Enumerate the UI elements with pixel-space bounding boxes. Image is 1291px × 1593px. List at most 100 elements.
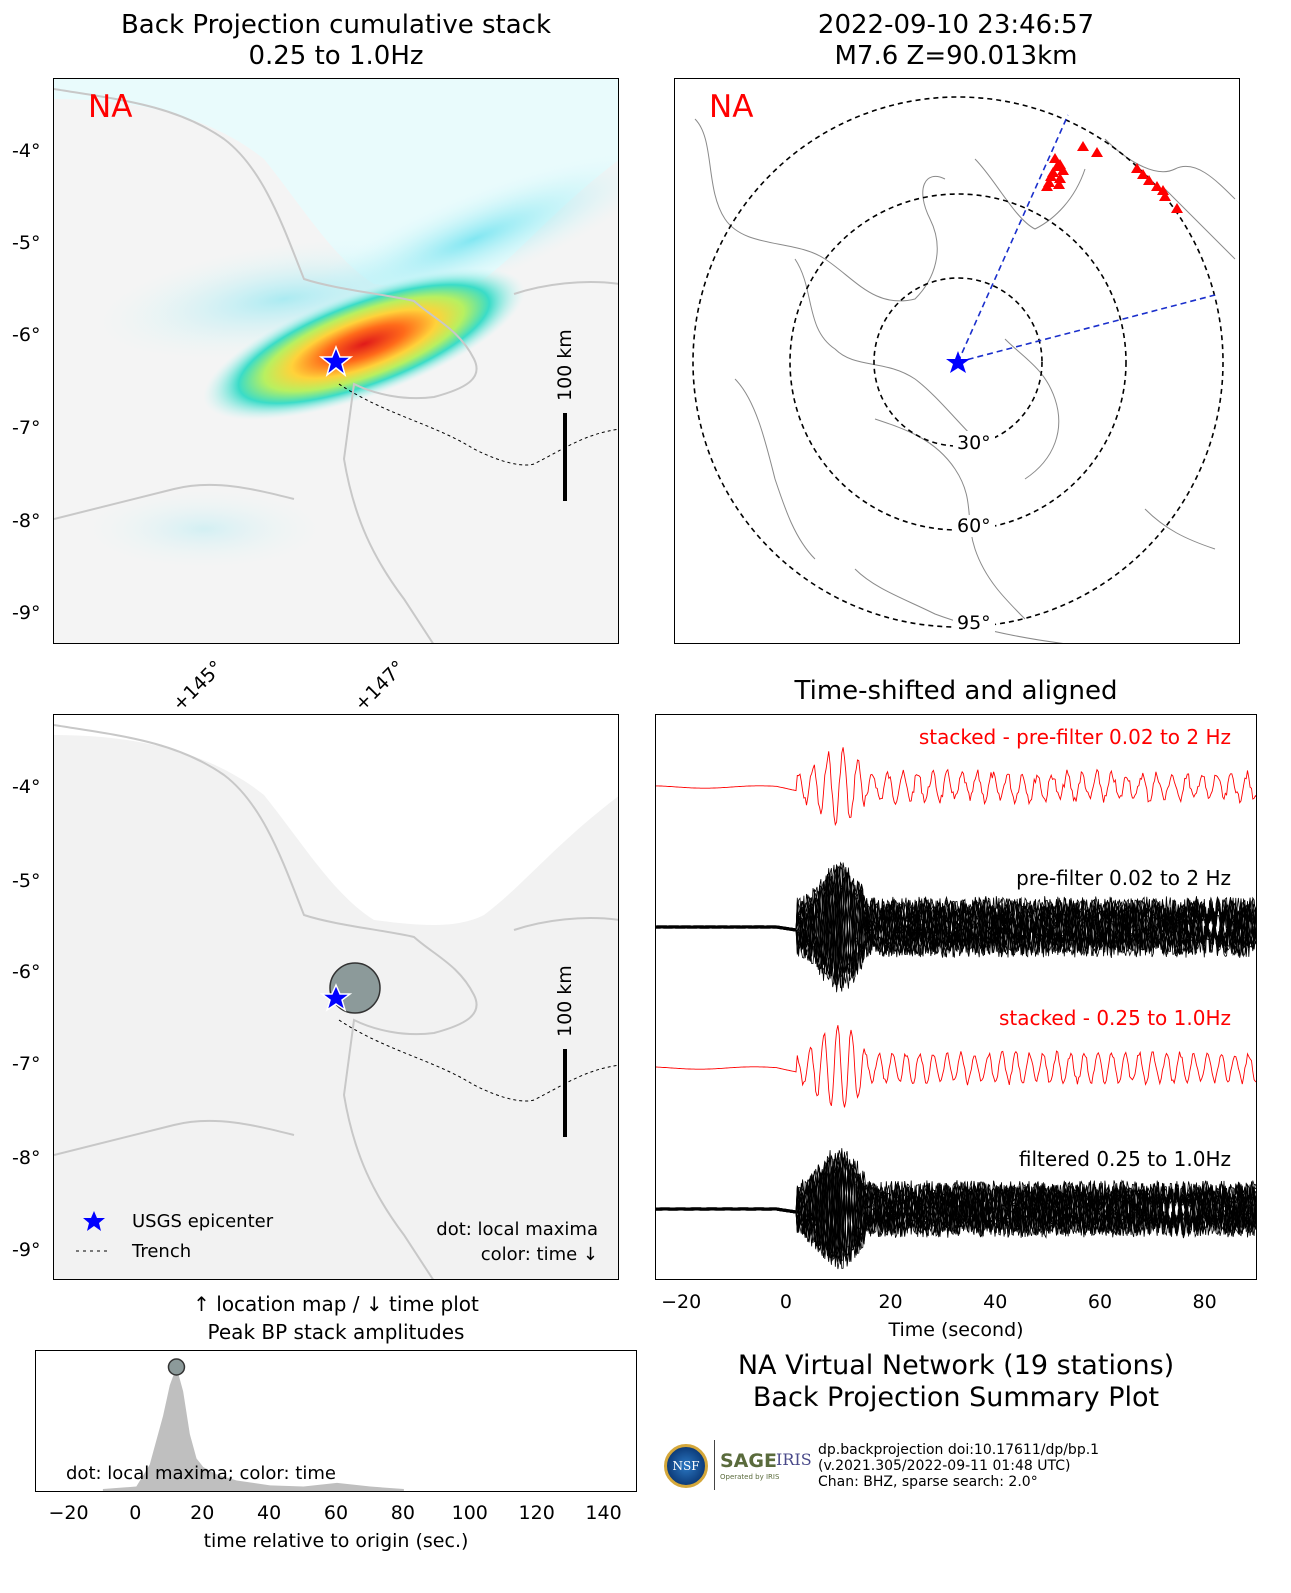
station-map: 30° 60° 95° NA — [674, 78, 1240, 644]
trace-line — [656, 1151, 1256, 1258]
amplitude-note: dot: local maxima; color: time — [66, 1463, 336, 1484]
traces-xlabel: Time (second) — [888, 1319, 1024, 1341]
sage-logo-text: SAGE — [720, 1450, 777, 1472]
faint-lobe — [84, 489, 324, 569]
trace-line — [656, 869, 1256, 992]
amplitude-x-tick: 20 — [190, 1502, 215, 1524]
amplitude-x-tick: 40 — [257, 1502, 282, 1524]
product-doi: dp.backprojection doi:10.17611/dp/bp.1 — [818, 1442, 1100, 1458]
ring-label-95: 95° — [957, 612, 991, 634]
ring-30deg — [873, 277, 1043, 447]
traces-x-tick: 80 — [1192, 1291, 1217, 1313]
product-version: (v.2021.305/2022-09-11 01:48 UTC) — [818, 1458, 1071, 1474]
product-channel: Chan: BHZ, sparse search: 2.0° — [818, 1474, 1038, 1490]
network-label: NA — [88, 89, 133, 125]
epicenter-star — [318, 344, 354, 377]
traces-panel: stacked - pre-filter 0.02 to 2 Hz pre-fi… — [655, 714, 1257, 1280]
bp-stack-title-line2: 0.25 to 1.0Hz — [248, 41, 424, 71]
trace-filtered-bundle — [656, 1148, 1256, 1270]
bp-stack-title-line1: Back Projection cumulative stack — [120, 10, 552, 40]
lat-tick: -5° — [12, 232, 41, 254]
peak-dot — [167, 1358, 186, 1376]
scale-bar-label: 100 km — [554, 965, 576, 1037]
bp-stack-map-svg: 100 km — [54, 79, 618, 643]
traces-x-tick: −20 — [661, 1291, 702, 1313]
sage-logo-subtext: Operated by IRIS — [720, 1473, 780, 1481]
amplitude-area — [102, 1367, 404, 1491]
amplitude-xlabel: time relative to origin (sec.) — [203, 1530, 469, 1552]
trace-stacked-filtered — [656, 1025, 1256, 1108]
trace-prefilter-bundle — [656, 861, 1256, 993]
map-caption-line2: Peak BP stack amplitudes — [207, 1320, 465, 1344]
legend-star-icon — [83, 1211, 105, 1231]
traces-x-tick: 0 — [779, 1291, 792, 1313]
map-caption-line1: ↑ location map / ↓ time plot — [193, 1292, 479, 1316]
amplitude-x-tick: −20 — [48, 1502, 89, 1524]
traces-x-tick: 60 — [1087, 1291, 1113, 1313]
bp-stack-title: Back Projection cumulative stack 0.25 to… — [54, 10, 618, 72]
network-label: NA — [709, 89, 754, 125]
event-datetime: 2022-09-10 23:46:57 — [817, 10, 1095, 40]
azimuth-lines — [957, 114, 1216, 363]
coastline — [54, 88, 478, 643]
trace-line — [656, 864, 1256, 985]
amplitude-x-tick: 140 — [585, 1502, 622, 1524]
stack-amplitude-plot: dot: local maxima; color: time — [35, 1350, 637, 1492]
lat-tick: -9° — [12, 1239, 41, 1261]
ring-label-30: 30° — [957, 432, 991, 454]
trace-stacked-prefilter — [656, 747, 1256, 827]
lat-tick: -9° — [12, 602, 41, 624]
ring-label-bg-60 — [953, 515, 995, 537]
map-note-line1: dot: local maxima — [436, 1219, 598, 1240]
epicenter-star — [946, 351, 970, 373]
traces-x-tick: 20 — [878, 1291, 903, 1313]
trace-line — [656, 1165, 1256, 1254]
traces-title: Time-shifted and aligned — [794, 676, 1118, 706]
ring-label-bg-30 — [953, 431, 995, 453]
peak-location-map-svg: 100 km USGS epicenter Trench dot: local … — [54, 715, 618, 1279]
trace-line — [656, 1025, 1256, 1108]
lat-tick: -6° — [12, 961, 41, 983]
summary-title-line2: Back Projection Summary Plot — [752, 1382, 1160, 1413]
island-coastline — [513, 281, 618, 295]
nsf-logo-icon: NSF — [664, 1444, 708, 1488]
event-title: 2022-09-10 23:46:57 M7.6 Z=90.013km — [674, 10, 1238, 72]
ring-label-60: 60° — [957, 515, 991, 537]
legend: USGS epicenter Trench — [76, 1211, 274, 1262]
station-markers — [1041, 141, 1183, 213]
stack-amplitude-svg: dot: local maxima; color: time — [66, 1358, 404, 1491]
south-coastline — [54, 1119, 295, 1156]
logo-divider — [714, 1440, 715, 1490]
amplitude-x-tick: 80 — [390, 1502, 415, 1524]
lat-tick: -7° — [12, 1053, 41, 1075]
lon-tick: +145° — [168, 656, 228, 716]
scale-bar-label: 100 km — [554, 329, 576, 401]
ring-label-bg-95 — [953, 611, 995, 633]
island-coastline — [513, 917, 618, 931]
lat-tick: -7° — [12, 417, 41, 439]
station-map-svg: 30° 60° 95° — [675, 79, 1239, 643]
iris-logo-text: IRIS — [776, 1450, 812, 1469]
epicenter-star — [319, 983, 353, 1012]
amplitude-x-tick: 60 — [323, 1502, 349, 1524]
trace-line — [656, 747, 1256, 827]
peak-location-map: 100 km USGS epicenter Trench dot: local … — [53, 714, 619, 1280]
legend-epicenter-label: USGS epicenter — [132, 1211, 274, 1232]
map-note-line2: color: time ↓ — [481, 1244, 598, 1265]
summary-title-line1: NA Virtual Network (19 stations) — [737, 1350, 1175, 1381]
lat-tick: -8° — [12, 1147, 41, 1169]
lon-tick: +147° — [350, 656, 410, 716]
peak-energy-ellipse — [203, 268, 525, 420]
south-coastline — [54, 483, 295, 520]
trace-line — [656, 1150, 1256, 1259]
lat-tick: -4° — [12, 140, 41, 162]
map-caption: ↑ location map / ↓ time plot Peak BP sta… — [53, 1290, 619, 1346]
lat-tick: -5° — [12, 870, 41, 892]
coastline — [54, 724, 478, 1279]
product-info: dp.backprojection doi:10.17611/dp/bp.1 (… — [818, 1442, 1099, 1490]
trace-line — [656, 1148, 1256, 1267]
lat-tick: -6° — [12, 324, 41, 346]
amplitude-x-tick: 0 — [129, 1502, 142, 1524]
bp-stack-map: 100 km NA — [53, 78, 619, 644]
logos: NSF SAGE IRIS Operated by IRIS — [664, 1440, 814, 1492]
